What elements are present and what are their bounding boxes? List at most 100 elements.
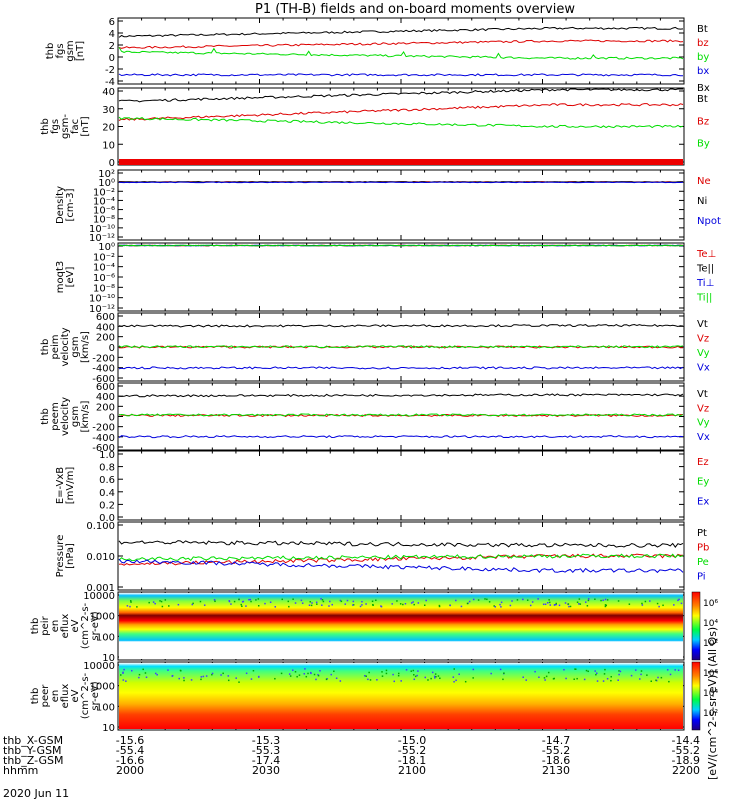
y-tick-label: 10⁻¹² bbox=[89, 233, 115, 244]
spectrogram-speckle bbox=[333, 670, 335, 673]
spectrogram-speckle bbox=[183, 679, 185, 682]
spectrogram-speckle bbox=[160, 600, 163, 603]
spectrogram-speckle bbox=[587, 670, 589, 673]
legend-label: Ni bbox=[697, 196, 707, 207]
spectrogram-speckle bbox=[264, 602, 266, 605]
y-axis-label: [km/s] bbox=[80, 400, 91, 432]
colorbar-label: [eV/(cm^2-s-sr-eV)] (All Qs) bbox=[706, 627, 719, 780]
series-line-pressure-0 bbox=[118, 540, 684, 548]
series-line-peim-3 bbox=[118, 366, 684, 370]
time-axis-value: 2130 bbox=[542, 764, 570, 777]
y-tick-label: -600 bbox=[92, 374, 115, 385]
spectrogram-speckle bbox=[319, 669, 321, 672]
y-tick-label: 10⁻⁸ bbox=[93, 283, 115, 294]
y-tick-label: 100 bbox=[96, 632, 115, 643]
spectrogram-speckle bbox=[381, 675, 384, 677]
y-tick-label: -600 bbox=[92, 443, 115, 454]
spectrogram-speckle bbox=[434, 677, 436, 679]
spectrogram-speckle bbox=[619, 670, 622, 673]
spectrogram-speckle bbox=[640, 673, 642, 676]
y-axis-label: Density bbox=[55, 186, 66, 224]
y-tick-label: 10⁻¹⁰ bbox=[89, 294, 115, 305]
spectrogram-speckle bbox=[369, 679, 372, 681]
spectrogram-speckle bbox=[503, 672, 505, 674]
spectrogram-speckle bbox=[305, 675, 308, 678]
time-axis-value: 2030 bbox=[252, 764, 280, 777]
spectrogram-speckle bbox=[537, 598, 539, 600]
spectrogram-speckle bbox=[558, 604, 561, 607]
time-axis-value: -18.1 bbox=[398, 754, 426, 767]
time-axis-value: 2100 bbox=[398, 764, 426, 777]
spectrogram-speckle bbox=[227, 679, 230, 682]
y-tick-label: 2 bbox=[109, 41, 115, 52]
legend-label: Npot bbox=[697, 216, 721, 227]
spectrogram-image bbox=[119, 593, 683, 659]
series-line-fgs-0 bbox=[118, 26, 684, 38]
spectrogram-speckle bbox=[604, 668, 606, 671]
panel-peir: 10000 1000 100 10 thb peir en eflux eV (cm^2-s-sr… bbox=[30, 591, 685, 664]
spectrogram-speckle bbox=[453, 680, 455, 683]
y-tick-label: 400 bbox=[96, 392, 115, 403]
spectrogram-speckle bbox=[144, 672, 147, 674]
spectrogram-speckle bbox=[211, 673, 213, 676]
spectrogram-speckle bbox=[438, 605, 441, 608]
spectrogram-speckle bbox=[548, 599, 550, 601]
legend-label: bx bbox=[697, 66, 709, 77]
spectrogram-speckle bbox=[301, 602, 304, 604]
y-axis-label: fac bbox=[70, 119, 81, 134]
spectrogram-speckle bbox=[352, 600, 355, 603]
y-tick-label: 10⁰ bbox=[98, 242, 115, 253]
series-line-pressure-2 bbox=[118, 553, 684, 562]
spectrogram-speckle bbox=[294, 602, 297, 604]
legend-label: Te⊥ bbox=[696, 249, 716, 260]
y-tick-label: 100 bbox=[96, 702, 115, 713]
spectrogram-speckle bbox=[522, 676, 524, 678]
figure-title: P1 (TH-B) fields and on-board moments ov… bbox=[255, 2, 575, 17]
spectrogram-speckle bbox=[439, 677, 441, 680]
spectrogram-speckle bbox=[433, 675, 436, 678]
y-tick-label: 600 bbox=[96, 382, 115, 393]
spectrogram-speckle bbox=[586, 605, 589, 607]
legend-label: Pt bbox=[697, 528, 707, 539]
series-line-fgs-2 bbox=[118, 47, 684, 60]
spectrogram-speckle bbox=[289, 675, 292, 677]
spectrogram-speckle bbox=[574, 668, 576, 670]
time-axis-value: -14.7 bbox=[542, 734, 570, 747]
spectrogram-speckle bbox=[120, 674, 122, 676]
panel-frame bbox=[117, 450, 685, 521]
spectrogram-speckle bbox=[179, 669, 182, 672]
spectrogram-speckle bbox=[364, 675, 366, 677]
spectrogram-speckle bbox=[576, 601, 579, 603]
series-line-temp-3 bbox=[118, 244, 684, 247]
legend-label: By bbox=[697, 139, 710, 150]
series-line-peim-2 bbox=[118, 345, 684, 349]
time-axis-value: -16.6 bbox=[116, 754, 144, 767]
spectrogram-speckle bbox=[191, 603, 194, 606]
spectrogram-speckle bbox=[606, 677, 609, 680]
spectrogram-speckle bbox=[634, 669, 637, 671]
y-axis-label: fgs bbox=[55, 43, 66, 58]
spectrogram-speckle bbox=[339, 599, 342, 602]
y-tick-label: 10 bbox=[102, 723, 115, 734]
spectrogram-speckle bbox=[129, 600, 132, 602]
spectrogram-speckle bbox=[610, 679, 612, 682]
panel-frame bbox=[117, 169, 685, 241]
spectrogram-speckle bbox=[464, 680, 467, 683]
spectrogram-speckle bbox=[292, 669, 294, 671]
spectrogram-speckle bbox=[311, 602, 313, 604]
spectrogram-speckle bbox=[472, 598, 475, 601]
spectrogram-speckle bbox=[303, 673, 306, 675]
legend-label: Vt bbox=[697, 389, 708, 400]
spectrogram-speckle bbox=[499, 603, 501, 606]
y-tick-label: 10000 bbox=[83, 591, 115, 602]
legend-label: Vy bbox=[697, 348, 710, 359]
spectrogram-speckle bbox=[412, 669, 415, 672]
spectrogram-speckle bbox=[543, 677, 546, 679]
spectrogram-speckle bbox=[477, 599, 480, 601]
spectrogram-speckle bbox=[317, 674, 320, 677]
time-axis-row-label: hhmm bbox=[3, 764, 38, 777]
series-line-peim-0 bbox=[118, 323, 684, 328]
